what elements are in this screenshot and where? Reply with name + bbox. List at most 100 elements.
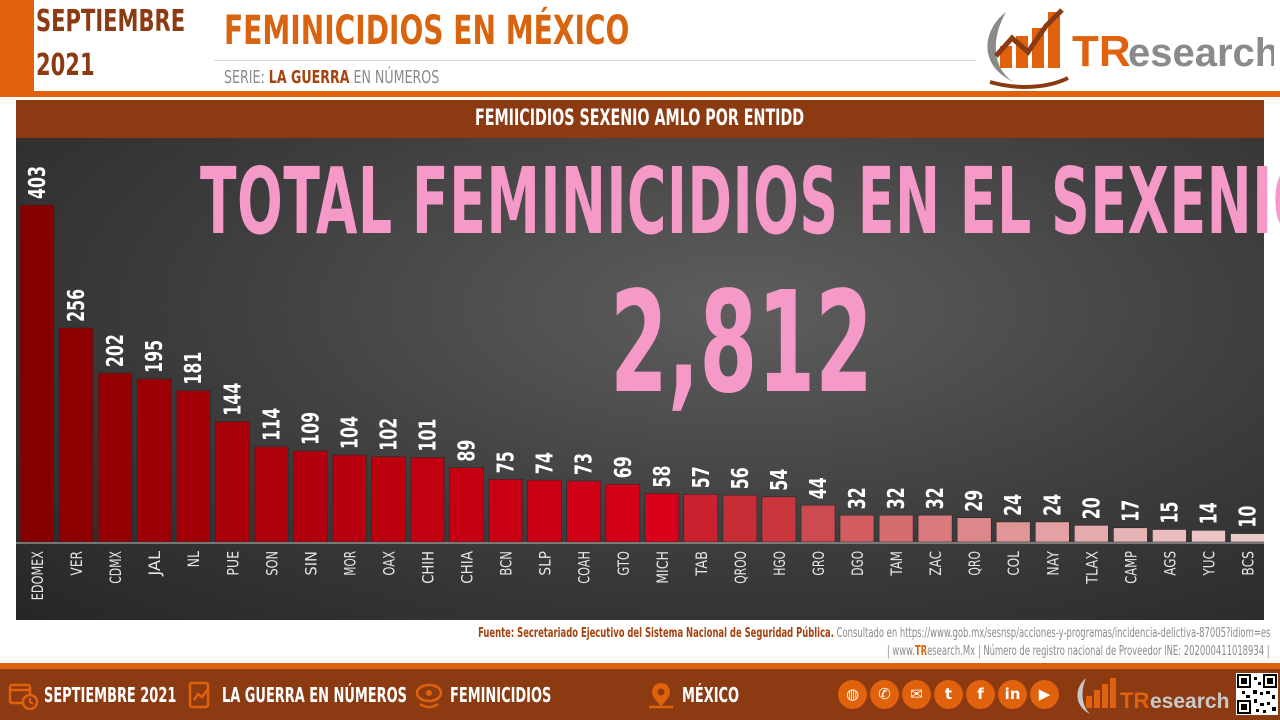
bar-chih bbox=[410, 457, 445, 543]
value-label-gro: 44 bbox=[806, 477, 832, 499]
value-label-nay: 24 bbox=[1040, 494, 1066, 516]
bar-col bbox=[995, 521, 1031, 543]
footer-logo-rest: esearch bbox=[1150, 690, 1229, 713]
value-label-zac: 32 bbox=[923, 487, 949, 509]
category-label-bcs: BCS bbox=[1239, 551, 1258, 576]
eye-hand-icon bbox=[415, 683, 443, 708]
category-label-cdmx: CDMX bbox=[106, 551, 125, 584]
globe-icon[interactable]: ◍ bbox=[838, 680, 867, 709]
footer-topic: FEMINICIDIOS bbox=[414, 669, 591, 720]
category-label-tab: TAB bbox=[692, 551, 711, 576]
registry-note: | www.TResearch.Mx | Número de registro … bbox=[887, 644, 1270, 659]
footer-rule bbox=[0, 663, 1280, 669]
twitter-icon[interactable]: t bbox=[934, 680, 963, 709]
value-label-sin: 109 bbox=[298, 412, 324, 445]
facebook-icon[interactable]: f bbox=[966, 680, 995, 709]
bar-slp bbox=[527, 479, 562, 543]
bar-zac bbox=[917, 514, 953, 543]
bar-oax bbox=[371, 456, 406, 543]
bar-gto bbox=[605, 483, 641, 543]
value-label-coah: 73 bbox=[572, 453, 598, 475]
category-label-zac: ZAC bbox=[926, 551, 945, 576]
bar-chart: 403 EDOMEX 256 VER 202 CDMX 195 JAL 181 NL 144 PUE 1… bbox=[16, 166, 1264, 600]
bar-son bbox=[254, 446, 289, 543]
page-title: FEMINICIDIOS EN MÉXICO bbox=[224, 8, 630, 54]
value-label-chia: 89 bbox=[455, 440, 481, 462]
footer-place: MÉXICO bbox=[646, 669, 761, 720]
value-label-nl: 181 bbox=[181, 352, 207, 385]
bar-hgo bbox=[761, 496, 797, 543]
youtube-icon[interactable]: ▶ bbox=[1030, 680, 1059, 709]
chart-panel-header: FEMIICIDIOS SEXENIO AMLO POR ENTIDD bbox=[16, 100, 1264, 138]
mail-icon[interactable]: ✉ bbox=[902, 680, 931, 709]
footer: SEPTIEMBRE 2021 LA GUERRA EN NÚMEROS FEM… bbox=[0, 669, 1280, 720]
value-label-edomex: 403 bbox=[25, 166, 51, 199]
category-label-pue: PUE bbox=[223, 551, 242, 576]
source-consulted: Consultado en https://www.gob.mx/sesnsp/… bbox=[833, 626, 1270, 641]
value-label-slp: 74 bbox=[533, 452, 559, 474]
value-label-gto: 69 bbox=[611, 456, 637, 478]
calendar-clock-icon bbox=[8, 683, 38, 710]
footer-place-text: MÉXICO bbox=[682, 682, 740, 707]
category-label-yuc: YUC bbox=[1200, 551, 1219, 576]
header-accent-strip bbox=[0, 0, 34, 92]
value-label-cdmx: 202 bbox=[103, 334, 129, 367]
bar-qroo bbox=[722, 494, 758, 543]
value-label-tam: 32 bbox=[884, 487, 910, 509]
bar-tab bbox=[683, 493, 719, 543]
value-label-bcn: 75 bbox=[494, 451, 520, 473]
category-label-col: COL bbox=[1004, 551, 1023, 576]
category-label-chia: CHIA bbox=[458, 551, 477, 584]
bar-chia bbox=[449, 467, 484, 543]
category-label-tam: TAM bbox=[887, 551, 906, 576]
category-label-mor: MOR bbox=[340, 551, 359, 576]
category-label-son: SON bbox=[262, 551, 281, 576]
bar-camp bbox=[1113, 527, 1148, 543]
bar-bcn bbox=[488, 478, 523, 543]
bar-dgo bbox=[839, 514, 875, 543]
category-label-nay: NAY bbox=[1043, 551, 1062, 576]
bar-coah bbox=[566, 480, 602, 543]
bar-mich bbox=[644, 493, 680, 543]
bar-tam bbox=[878, 514, 914, 543]
map-pin-icon bbox=[649, 682, 673, 708]
bar-nl bbox=[175, 390, 211, 543]
linkedin-icon[interactable]: in bbox=[998, 680, 1027, 709]
category-label-qro: QRO bbox=[965, 551, 984, 576]
value-label-oax: 102 bbox=[376, 418, 402, 451]
chart-title: FEMIICIDIOS SEXENIO AMLO POR ENTIDD bbox=[475, 106, 805, 131]
category-label-ver: VER bbox=[67, 551, 86, 576]
tresearch-logo: TR esearch bbox=[987, 8, 1274, 89]
category-label-jal: JAL bbox=[145, 551, 164, 577]
category-label-coah: COAH bbox=[575, 551, 594, 584]
value-label-col: 24 bbox=[1001, 494, 1027, 516]
category-label-camp: CAMP bbox=[1121, 551, 1140, 584]
bar-tlax bbox=[1074, 524, 1109, 543]
qr-code[interactable] bbox=[1236, 673, 1278, 715]
source-label: Fuente: Secretariado Ejecutivo del Siste… bbox=[477, 626, 834, 641]
value-label-dgo: 32 bbox=[845, 487, 871, 509]
phone-icon[interactable]: ✆ bbox=[870, 680, 899, 709]
value-label-ver: 256 bbox=[64, 289, 90, 322]
total-title: TOTAL FEMINICIDIOS EN EL SEXENIO bbox=[200, 148, 1280, 255]
category-label-gro: GRO bbox=[809, 551, 828, 576]
bar-pue bbox=[215, 421, 250, 543]
bar-cdmx bbox=[97, 372, 133, 543]
registry-tr: TR bbox=[915, 644, 928, 659]
category-label-ags: AGS bbox=[1160, 551, 1179, 576]
category-label-bcn: BCN bbox=[497, 551, 516, 576]
value-label-jal: 195 bbox=[142, 340, 168, 373]
category-label-tlax: TLAX bbox=[1082, 551, 1101, 585]
bar-yuc bbox=[1191, 529, 1226, 543]
value-label-bcs: 10 bbox=[1236, 506, 1262, 528]
value-label-qro: 29 bbox=[962, 490, 988, 512]
source-note: Fuente: Secretariado Ejecutivo del Siste… bbox=[478, 626, 1270, 641]
bar-ver bbox=[58, 327, 94, 543]
category-label-gto: GTO bbox=[614, 551, 633, 576]
header-date-year: 2021 bbox=[36, 48, 95, 83]
footer-series-text: LA GUERRA EN NÚMEROS bbox=[222, 682, 407, 707]
footer-series: LA GUERRA EN NÚMEROS bbox=[186, 669, 479, 720]
category-label-edomex: EDOMEX bbox=[28, 551, 47, 600]
bar-bcs bbox=[1230, 533, 1264, 543]
series-name: LA GUERRA bbox=[268, 67, 350, 88]
